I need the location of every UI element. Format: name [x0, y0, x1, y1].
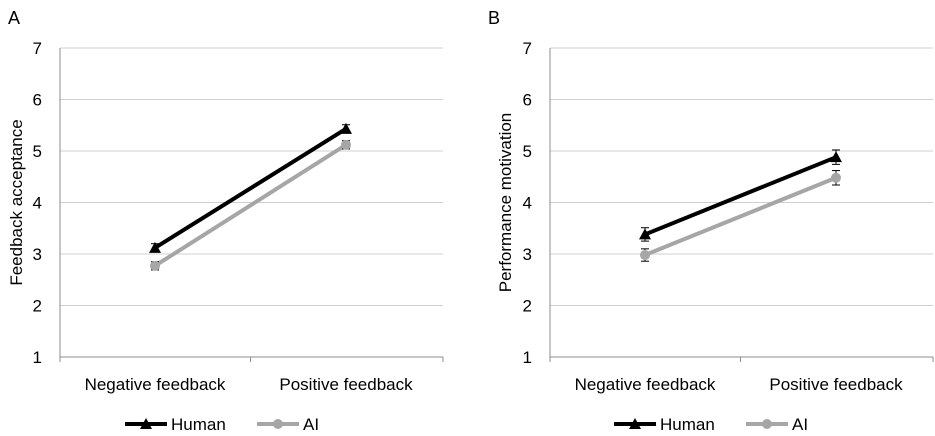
data-point-triangle: [639, 228, 651, 240]
x-category-label: Negative feedback: [575, 375, 716, 394]
y-tick-label: 5: [33, 142, 42, 161]
y-tick-label: 4: [523, 194, 532, 213]
chart-panel-a: A 1 2 3 4 5 6 7 Feedback acceptance Negative feed…: [7, 8, 444, 434]
series-line-human: [153, 127, 348, 250]
y-axis-label: Feedback acceptance: [7, 119, 26, 285]
x-category-label: Positive feedback: [279, 375, 413, 394]
series-line-human: [644, 155, 837, 237]
legend-marker-triangle: [629, 418, 641, 429]
legend-marker-circle: [762, 419, 772, 429]
y-tick-label: 1: [33, 348, 42, 367]
data-point-circle: [831, 172, 841, 183]
x-category-label: Positive feedback: [769, 375, 903, 394]
series-line-ai: [153, 143, 348, 268]
data-point-triangle: [340, 122, 352, 134]
y-tick-label: 3: [33, 245, 42, 264]
series-ai: [150, 139, 351, 271]
y-tick-label: 4: [33, 194, 42, 213]
legend-marker-triangle: [140, 418, 152, 429]
data-point-circle: [150, 260, 160, 271]
panel-label: B: [488, 8, 500, 28]
y-tick-label: 2: [523, 297, 532, 316]
legend-label: AI: [303, 415, 319, 434]
y-tick-label: 2: [33, 297, 42, 316]
legend: Human AI: [614, 415, 808, 434]
legend-label: Human: [660, 415, 715, 434]
legend-label: AI: [792, 415, 808, 434]
series-human: [639, 149, 842, 242]
legend-marker-circle: [273, 419, 283, 429]
data-point-circle: [341, 139, 351, 150]
y-tick-label: 7: [33, 39, 42, 58]
y-tick-label: 6: [523, 91, 532, 110]
legend: Human AI: [125, 415, 319, 434]
y-tick-label: 1: [523, 348, 532, 367]
y-tick-label: 5: [523, 142, 532, 161]
data-point-triangle: [149, 241, 161, 253]
chart-panel-b: B 1 2 3 4 5 6 7 Performance motivation Negative f…: [488, 8, 934, 434]
series-line-ai: [644, 175, 837, 257]
data-point-triangle: [830, 151, 842, 163]
data-point-circle: [640, 250, 650, 261]
legend-label: Human: [171, 415, 226, 434]
x-category-label: Negative feedback: [85, 375, 226, 394]
y-axis-label: Performance motivation: [496, 113, 515, 293]
series-ai: [640, 170, 841, 262]
series-human: [149, 122, 352, 253]
y-tick-label: 7: [523, 39, 532, 58]
panel-label: A: [8, 8, 20, 28]
y-tick-label: 3: [523, 245, 532, 264]
y-tick-label: 6: [33, 91, 42, 110]
